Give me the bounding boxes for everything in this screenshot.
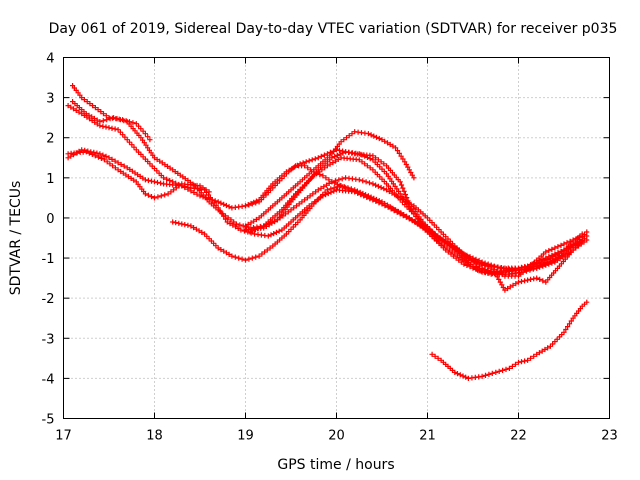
y-tick-label: 4	[46, 52, 54, 67]
chart-title: Day 061 of 2019, Sidereal Day-to-day VTE…	[49, 21, 618, 37]
x-tick-label: 18	[146, 429, 163, 444]
x-tick-label: 21	[419, 429, 436, 444]
grid	[63, 57, 610, 419]
series-layer	[65, 83, 590, 381]
series-track-5	[65, 149, 212, 201]
y-tick-label: 1	[46, 172, 54, 187]
ticks	[63, 57, 610, 419]
series-track-7	[242, 149, 590, 293]
series-track-11	[429, 299, 590, 381]
y-tick-label: -1	[42, 252, 55, 267]
y-tick-label: 0	[46, 212, 54, 227]
y-tick-label: 2	[46, 132, 54, 147]
series-track-10	[242, 129, 417, 229]
y-tick-label: -2	[42, 292, 55, 307]
x-tick-label: 23	[601, 429, 618, 444]
y-tick-label: 3	[46, 92, 54, 107]
x-tick-label: 19	[237, 429, 254, 444]
x-tick-label: 17	[55, 429, 72, 444]
x-axis-label: GPS time / hours	[277, 457, 394, 473]
y-tick-label: -3	[42, 332, 55, 347]
x-tick-label: 22	[510, 429, 527, 444]
y-tick-label: -5	[42, 413, 55, 428]
series-track-9	[247, 155, 585, 277]
x-tick-label: 20	[328, 429, 345, 444]
y-axis-label: SDTVAR / TECUs	[8, 181, 24, 296]
y-tick-label: -4	[42, 372, 55, 387]
